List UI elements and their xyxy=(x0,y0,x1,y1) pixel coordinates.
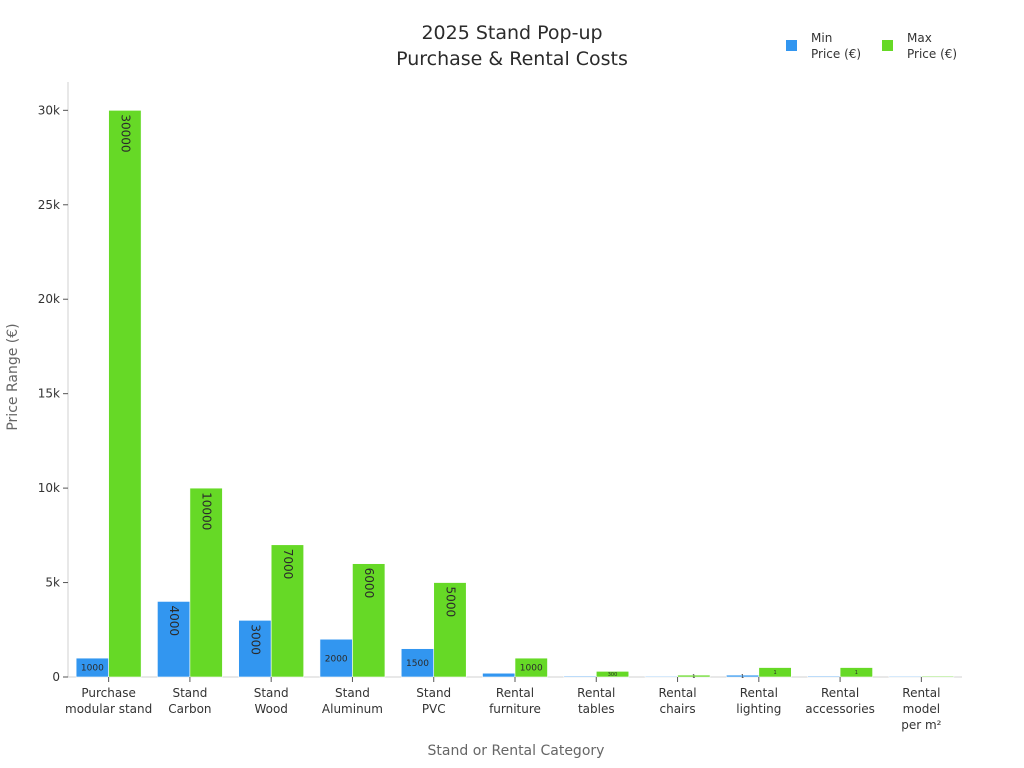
legend-label-min-line-1: Min xyxy=(811,31,833,45)
x-tick-label: Rental xyxy=(496,686,534,700)
bar-value-label: 1 xyxy=(855,670,858,676)
bar-value-label: 5000 xyxy=(443,587,457,618)
bar-value-label: 1 xyxy=(692,674,695,680)
bar-min xyxy=(157,601,191,678)
bar-max xyxy=(758,667,792,678)
chart-title-line-2: Purchase & Rental Costs xyxy=(396,48,628,70)
y-tick-label: 20k xyxy=(38,292,60,306)
bar-max xyxy=(839,667,873,678)
x-tick-label: Purchase xyxy=(81,686,136,700)
x-tick-label: Rental xyxy=(577,686,615,700)
bar-min xyxy=(888,675,922,678)
x-tick-label: Rental xyxy=(902,686,940,700)
legend-label-min: Min Price (€) xyxy=(811,30,891,62)
bar-max xyxy=(514,657,548,678)
bar-max xyxy=(108,110,142,678)
x-tick-label: lighting xyxy=(736,702,781,716)
bar-max xyxy=(270,544,304,678)
legend-swatch-max xyxy=(882,40,893,51)
y-tick-label: 30k xyxy=(38,103,60,117)
x-tick-label: chairs xyxy=(660,702,696,716)
x-tick-label: furniture xyxy=(489,702,541,716)
x-tick-label: Carbon xyxy=(168,702,211,716)
bar-max xyxy=(433,582,467,678)
legend-item-min[interactable]: Min Price (€) xyxy=(786,30,891,62)
x-tick-label: model xyxy=(903,702,940,716)
x-tick-label: tables xyxy=(578,702,615,716)
bar-value-label: 300 xyxy=(608,672,618,678)
bar-value-label: 1 xyxy=(773,670,776,676)
bar-min xyxy=(644,675,678,678)
y-tick-label: 5k xyxy=(45,576,60,590)
bar-max xyxy=(189,487,223,678)
bar-value-label: 30000 xyxy=(118,114,132,152)
x-tick-label: Wood xyxy=(254,702,287,716)
bar-min xyxy=(238,620,272,678)
legend-label-max-line-2: Price (€) xyxy=(907,47,958,61)
bar-value-label: 7000 xyxy=(281,549,295,580)
x-tick-label: accessories xyxy=(805,702,875,716)
x-tick-label: Rental xyxy=(658,686,696,700)
bar-value-label: 1 xyxy=(741,674,744,680)
legend-label-min-line-2: Price (€) xyxy=(811,47,862,61)
x-tick-label: modular stand xyxy=(65,702,152,716)
bar-value-label: 10000 xyxy=(200,492,214,530)
x-tick-label: Stand xyxy=(416,686,451,700)
x-tick-label: Aluminum xyxy=(322,702,383,716)
y-tick-label: 10k xyxy=(38,481,60,495)
y-tick-label: 0 xyxy=(52,670,60,684)
bar-value-label: 1500 xyxy=(406,659,429,669)
legend-label-max-line-1: Max xyxy=(907,31,932,45)
bar-value-label: 1000 xyxy=(520,664,543,674)
bar-max xyxy=(677,674,711,678)
x-tick-label: Stand xyxy=(335,686,370,700)
bar-max xyxy=(921,675,955,678)
bar-value-label: 4000 xyxy=(167,605,181,636)
legend-item-max[interactable]: Max Price (€) xyxy=(882,30,987,62)
x-tick-label: PVC xyxy=(422,702,446,716)
x-tick-label: per m² xyxy=(901,718,941,732)
bar-max xyxy=(595,671,630,678)
y-axis-title: Price Range (€) xyxy=(5,323,21,431)
y-tick-label: 15k xyxy=(38,387,60,401)
legend-swatch-min xyxy=(786,40,797,51)
bar-value-label: 1000 xyxy=(81,664,104,674)
y-tick-label: 25k xyxy=(38,198,60,212)
x-tick-label: Rental xyxy=(821,686,859,700)
chart-title-line-1: 2025 Stand Pop-up xyxy=(421,22,603,44)
bar-min xyxy=(319,638,353,678)
x-tick-label: Stand xyxy=(254,686,289,700)
x-axis-title: Stand or Rental Category xyxy=(427,743,605,759)
x-tick-label: Rental xyxy=(740,686,778,700)
bar-value-label: 2000 xyxy=(325,654,348,664)
bar-value-label: 3000 xyxy=(248,624,262,655)
bar-max xyxy=(352,563,386,678)
bar-min xyxy=(807,675,841,678)
bar-min xyxy=(563,675,597,678)
x-tick-label: Stand xyxy=(172,686,207,700)
legend-label-max: Max Price (€) xyxy=(907,30,987,62)
bar-value-label: 6000 xyxy=(362,568,376,599)
bar-min xyxy=(482,672,516,678)
